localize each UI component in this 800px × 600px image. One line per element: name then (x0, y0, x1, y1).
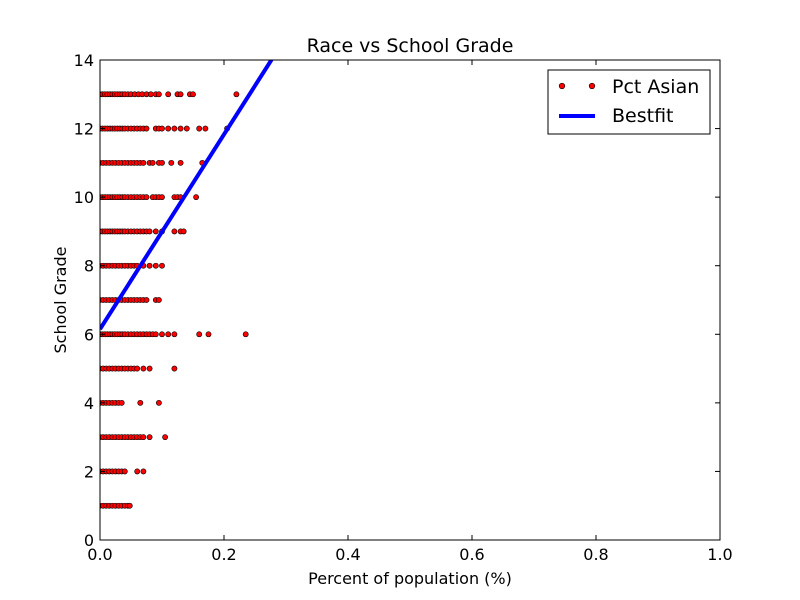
data-point (159, 159, 165, 166)
data-point (159, 262, 165, 269)
data-point (205, 331, 212, 338)
data-point (196, 331, 203, 338)
y-tick-label: 2 (84, 462, 94, 481)
data-point (171, 365, 178, 372)
data-point (149, 159, 156, 166)
data-point (155, 399, 162, 406)
data-point (233, 91, 240, 98)
legend-marker-pct-asian-right (588, 82, 596, 90)
data-point (159, 331, 165, 338)
y-tick-label: 12 (74, 120, 94, 139)
plot-frame (99, 59, 721, 541)
x-tick-label: 0.8 (583, 545, 608, 564)
data-point (152, 228, 159, 235)
bestfit-layer (100, 60, 274, 331)
plot-background (100, 60, 720, 540)
bestfit-line (100, 60, 274, 331)
data-point (193, 194, 199, 201)
data-point (155, 91, 162, 98)
data-point (165, 125, 172, 132)
legend: Pct Asian Bestfit (547, 69, 711, 135)
data-point (121, 468, 128, 475)
data-point (134, 468, 141, 475)
x-axis-title: Percent of population (%) (308, 569, 512, 588)
data-point (196, 125, 203, 132)
y-tick-label: 4 (84, 394, 94, 413)
legend-box (547, 69, 711, 135)
points-layer (100, 91, 249, 509)
data-point (177, 159, 184, 166)
data-point (183, 125, 190, 132)
y-tick-label: 10 (74, 188, 94, 207)
data-point (137, 399, 144, 406)
data-point (140, 468, 147, 475)
data-point (140, 159, 147, 166)
data-point (162, 434, 168, 441)
x-tick-label: 0.0 (87, 545, 112, 564)
data-point (146, 228, 153, 235)
data-point (143, 297, 150, 303)
y-axis-title: School Grade (51, 247, 70, 354)
data-point (165, 91, 172, 98)
x-tick-label: 0.4 (335, 545, 360, 564)
data-point (177, 125, 184, 132)
data-point (155, 297, 162, 303)
data-point (171, 125, 178, 132)
x-tick-label: 1.0 (707, 545, 732, 564)
data-point (126, 502, 133, 509)
data-point (143, 125, 150, 132)
data-point (165, 331, 172, 338)
legend-label-bestfit: Bestfit (612, 105, 674, 127)
data-point (242, 331, 249, 338)
data-point (118, 399, 125, 406)
x-tick-label: 0.6 (459, 545, 484, 564)
ticks-layer: 0.0 0.2 0.4 0.6 0.8 1.0 0 2 4 6 8 10 12 14 (74, 51, 733, 564)
data-point (168, 159, 175, 166)
data-point (177, 91, 184, 98)
legend-label-pct-asian: Pct Asian (612, 76, 699, 98)
data-point (152, 331, 159, 338)
chart-title: Race vs School Grade (307, 35, 514, 57)
data-point (171, 228, 178, 235)
data-point (202, 125, 209, 132)
data-point (146, 365, 153, 372)
data-point (146, 262, 153, 269)
y-tick-label: 14 (74, 51, 94, 70)
legend-marker-pct-asian-left (558, 82, 566, 90)
data-point (171, 331, 178, 338)
data-point (140, 434, 147, 441)
y-tick-label: 8 (84, 257, 94, 276)
y-tick-label: 6 (84, 325, 94, 344)
data-point (140, 365, 147, 372)
x-tick-label: 0.2 (211, 545, 236, 564)
data-point (190, 91, 196, 98)
data-point (159, 194, 165, 201)
data-point (147, 91, 154, 98)
data-point (152, 262, 159, 269)
data-point (143, 194, 150, 201)
data-point (146, 434, 153, 441)
data-point (134, 365, 141, 372)
y-tick-label: 0 (84, 531, 94, 550)
data-point (159, 125, 165, 132)
data-point (180, 228, 187, 235)
